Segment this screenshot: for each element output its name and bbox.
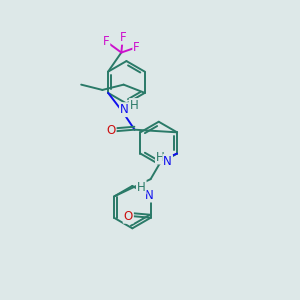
Text: F: F [119, 31, 126, 44]
Text: H: H [130, 99, 138, 112]
Text: N: N [120, 103, 129, 116]
Text: H: H [156, 151, 165, 164]
Text: N: N [145, 189, 154, 202]
Text: O: O [124, 210, 133, 223]
Text: H: H [137, 181, 146, 194]
Text: N: N [163, 155, 172, 168]
Text: F: F [133, 41, 140, 54]
Text: F: F [103, 35, 109, 48]
Text: O: O [106, 124, 116, 137]
